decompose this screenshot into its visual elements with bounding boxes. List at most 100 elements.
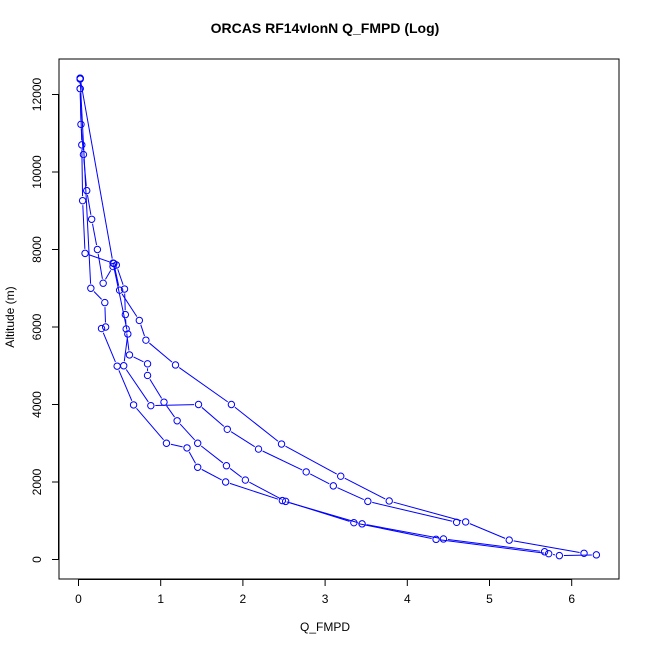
series-2-point xyxy=(385,497,393,505)
x-tick-label: 0 xyxy=(75,592,82,606)
series-2-point xyxy=(171,361,180,369)
series-1-segment xyxy=(563,554,592,557)
series-3-segment xyxy=(366,524,440,539)
series-4-segment xyxy=(155,404,195,407)
series-2-segment xyxy=(114,267,120,286)
series-4-point xyxy=(223,425,231,433)
series-2-segment xyxy=(89,254,110,263)
series-1-point xyxy=(99,279,107,287)
series-2-point xyxy=(580,549,588,557)
series-2-point xyxy=(142,336,150,344)
series-1-segment xyxy=(126,333,130,351)
series-2-point xyxy=(337,472,345,480)
series-3-segment xyxy=(79,83,92,284)
series-2-point xyxy=(505,536,513,544)
series-1-point xyxy=(222,462,231,470)
series-3-point xyxy=(97,324,106,333)
series-3-point xyxy=(221,478,230,486)
series-1-point xyxy=(87,215,96,223)
series-2-segment xyxy=(234,406,279,442)
series-4-segment xyxy=(372,501,453,522)
series-2-segment xyxy=(513,540,580,554)
series-2-segment xyxy=(344,477,386,500)
series-1-point xyxy=(241,476,250,484)
series-1-segment xyxy=(179,423,196,441)
x-tick-label: 2 xyxy=(240,592,247,606)
series-4-point xyxy=(120,362,128,370)
series-1-point xyxy=(544,549,553,558)
series-3-segment xyxy=(229,482,279,500)
series-1-point xyxy=(143,371,152,380)
series-4-segment xyxy=(262,450,303,471)
series-4-point xyxy=(194,400,203,409)
series-2-point xyxy=(81,249,89,258)
series-1-segment xyxy=(200,445,224,464)
series-3-segment xyxy=(286,501,358,524)
series-3-point xyxy=(87,284,95,292)
series-4-segment xyxy=(230,431,255,448)
series-3-point xyxy=(193,463,202,471)
series-1-point xyxy=(109,262,117,271)
series-4-point xyxy=(452,518,461,526)
series-1-point xyxy=(125,351,134,359)
series-4-point xyxy=(329,482,338,490)
series-1-point xyxy=(120,285,129,293)
x-tick-label: 3 xyxy=(322,592,329,606)
series-3-segment xyxy=(118,370,133,401)
y-tick-label: 10000 xyxy=(30,155,44,189)
series-3-segment xyxy=(447,539,541,552)
y-tick-label: 4000 xyxy=(30,391,44,418)
series-3-segment xyxy=(188,451,196,464)
plot-frame xyxy=(58,58,620,580)
series-3-point xyxy=(113,362,121,370)
series-1-point xyxy=(432,535,440,544)
x-axis-label: Q_FMPD xyxy=(299,620,350,634)
series-3-segment xyxy=(102,332,116,363)
series-4-point xyxy=(364,497,372,506)
series-2-point xyxy=(461,518,470,526)
series-3-segment xyxy=(104,307,106,323)
y-tick-label: 12000 xyxy=(30,77,44,111)
series-1-point xyxy=(173,417,181,425)
series-1-point xyxy=(160,398,168,406)
x-tick-label: 5 xyxy=(486,592,493,606)
series-1-segment xyxy=(358,523,432,539)
series-3-point xyxy=(162,439,171,447)
series-3-point xyxy=(358,520,366,528)
series-1-segment xyxy=(117,269,124,285)
series-4-segment xyxy=(309,473,330,485)
series-2-segment xyxy=(79,93,83,141)
series-2-segment xyxy=(82,205,86,249)
series-3-segment xyxy=(201,468,222,481)
series-2-segment xyxy=(121,293,138,317)
series-4-point xyxy=(147,401,155,410)
series-2-segment xyxy=(285,445,338,475)
series-1-point xyxy=(143,360,152,368)
series-4-point xyxy=(254,445,263,453)
series-4-segment xyxy=(201,407,225,427)
series-2-point xyxy=(78,196,87,205)
y-tick-label: 6000 xyxy=(30,313,44,340)
x-tick-label: 4 xyxy=(404,592,411,606)
series-1-point xyxy=(592,551,601,559)
series-1-point xyxy=(281,497,290,506)
series-2-segment xyxy=(393,501,462,522)
series-1-point xyxy=(83,186,91,195)
x-tick-label: 1 xyxy=(157,592,164,606)
series-2-point xyxy=(135,316,144,325)
series-3-segment xyxy=(170,443,183,448)
series-4-point xyxy=(109,259,117,267)
series-3-segment xyxy=(93,291,103,300)
series-2-point xyxy=(78,141,86,149)
y-tick-label: 2000 xyxy=(30,468,44,495)
series-1-segment xyxy=(249,481,282,500)
series-2-point xyxy=(227,400,236,409)
series-4-segment xyxy=(125,369,149,403)
series-4-point xyxy=(124,330,132,338)
series-1-segment xyxy=(92,223,98,246)
series-4-segment xyxy=(123,338,128,362)
series-2-segment xyxy=(81,149,84,197)
series-4-segment xyxy=(80,82,113,259)
series-3-point xyxy=(183,444,191,452)
